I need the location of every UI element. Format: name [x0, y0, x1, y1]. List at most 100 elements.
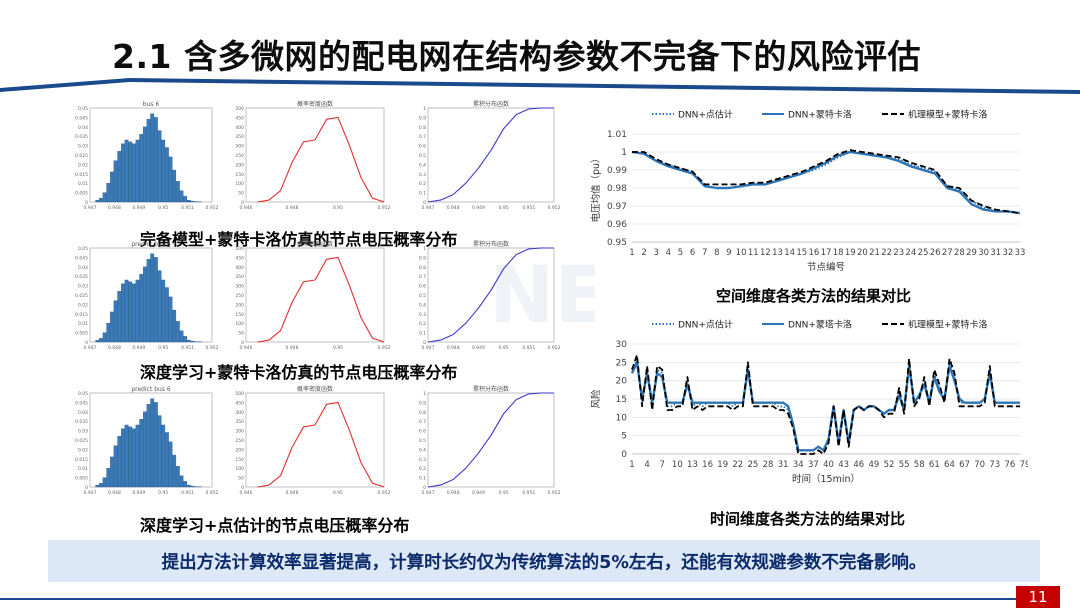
slide-title: 2.1 含多微网的配电网在结构参数不完备下的风险评估 [112, 37, 921, 76]
row3-cdf-chart: 累积分布函数 0 0.1 0.2 0.3 0.4 0.5 0.6 0.7 0.8 0.9 1 0.947… [419, 385, 560, 496]
histogram-bar [146, 404, 151, 488]
x-tick-label: 0.948 [447, 205, 460, 211]
x-tick-label: 18 [833, 248, 844, 258]
row2-cdf-chart: 累积分布函数 0 0.1 0.2 0.3 0.4 0.5 0.6 0.7 0.8 0.9 1 0.947… [419, 240, 560, 351]
histogram-bar [179, 475, 184, 488]
histogram-bar [121, 143, 125, 203]
histogram-bar [168, 296, 173, 343]
y-tick-label: 0.1 [419, 191, 426, 197]
histogram-bar [175, 321, 180, 343]
x-tick-label: 5 [678, 248, 683, 258]
y-tick-label: 0.035 [75, 419, 88, 425]
histogram-bar [190, 485, 195, 488]
x-tick-label: 2 [641, 248, 646, 258]
y-tick-label: 0.99 [607, 166, 627, 176]
y-tick-label: 0.03 [78, 429, 88, 435]
histogram-bar [139, 419, 144, 488]
y-tick-label: 0.98 [607, 184, 627, 194]
y-tick-label: 0.5 [419, 438, 426, 444]
x-tick-label: 7 [660, 460, 665, 470]
y-tick-label: 0.015 [75, 172, 88, 178]
small-chart-title: 累积分布函数 [473, 385, 509, 393]
x-tick-label: 0.952 [206, 345, 218, 351]
y-tick-label: 0.045 [75, 400, 88, 406]
x-tick-label: 0.946 [240, 345, 253, 351]
x-tick-label: 79 [1020, 460, 1028, 470]
y-tick-label: 200 [235, 447, 244, 453]
y-tick-label: 30 [616, 340, 628, 350]
y-tick-label: 0.2 [419, 466, 426, 472]
x-tick-label: 23 [893, 248, 904, 258]
histogram-bar [146, 259, 151, 343]
x-tick-label: 0.95 [333, 205, 343, 211]
x-tick-label: 64 [944, 460, 955, 470]
y-tick-label: 200 [235, 302, 244, 308]
x-tick-label: 0.95 [158, 490, 168, 496]
pdf-curve [257, 256, 385, 343]
histogram-bar [150, 253, 155, 343]
x-tick-label: 15 [796, 248, 807, 258]
histogram-bar [106, 183, 111, 203]
x-tick-label: 0.951 [181, 205, 194, 211]
y-tick-label: 50 [238, 476, 244, 482]
histogram-bar [132, 143, 136, 203]
x-tick-label: 8 [714, 248, 719, 258]
x-tick-label: 0.95 [158, 345, 168, 351]
x-tick-label: 7 [702, 248, 707, 258]
y-tick-label: 250 [235, 438, 244, 444]
x-tick-label: 0.952 [206, 490, 218, 496]
histogram-bar [161, 139, 166, 203]
series-line [631, 357, 1020, 452]
x-tick-label: 19 [845, 248, 856, 258]
cdf-curve [427, 392, 554, 488]
y-tick-label: 15 [616, 395, 627, 405]
y-tick-label: 350 [235, 274, 244, 280]
y-tick-label: 0.05 [78, 106, 88, 112]
histogram-bar [168, 441, 173, 488]
histogram-bar [164, 147, 169, 203]
histogram-bar [179, 190, 184, 203]
y-tick-label: 0.7 [419, 274, 426, 280]
histogram-bar [190, 340, 195, 343]
y-tick-label: 150 [235, 457, 244, 463]
y-tick-label: 250 [235, 153, 244, 159]
histogram-bar [143, 411, 147, 488]
legend-label: 机理模型+蒙特卡洛 [908, 109, 988, 121]
y-tick-label: 0.7 [419, 419, 426, 425]
y-tick-label: 0.005 [75, 476, 88, 482]
temporal-chart-caption: 时间维度各类方法的结果对比 [710, 510, 906, 528]
small-chart-title: 概率密度函数 [297, 240, 333, 248]
y-tick-label: 0.025 [75, 293, 88, 299]
x-tick-label: 0.952 [206, 205, 218, 211]
y-tick-label: 350 [235, 419, 244, 425]
x-tick-label: 3 [654, 248, 659, 258]
y-tick-label: 0.005 [75, 191, 88, 197]
histogram-bar [106, 468, 111, 488]
y-tick-label: 300 [235, 144, 244, 150]
y-tick-label: 400 [235, 265, 244, 271]
histogram-bar [135, 424, 140, 488]
x-tick-label: 11 [748, 248, 759, 258]
y-tick-label: 0.01 [78, 321, 88, 327]
row3-caption: 深度学习+点估计的节点电压概率分布 [140, 516, 410, 535]
y-tick-label: 0.04 [78, 410, 88, 416]
x-tick-label: 0.947 [84, 205, 97, 211]
y-tick-label: 1 [423, 246, 426, 252]
histogram-bar [150, 113, 155, 203]
y-tick-label: 1.01 [607, 130, 627, 140]
y-tick-label: 450 [235, 115, 244, 121]
y-tick-label: 0.005 [75, 331, 88, 337]
y-tick-label: 0.02 [78, 162, 88, 168]
y-tick-label: 0 [241, 340, 244, 346]
y-tick-label: 1 [621, 148, 627, 158]
y-tick-label: 0.7 [419, 134, 426, 140]
y-tick-label: 20 [616, 377, 628, 387]
histogram-bar [117, 151, 122, 203]
legend-item: 机理模型+蒙特卡洛 [882, 319, 988, 331]
histogram-bar [102, 477, 107, 488]
x-tick-label: 13 [772, 248, 783, 258]
histogram-bar [161, 424, 166, 488]
histogram-bar [157, 270, 162, 343]
histogram-bar [143, 266, 147, 343]
